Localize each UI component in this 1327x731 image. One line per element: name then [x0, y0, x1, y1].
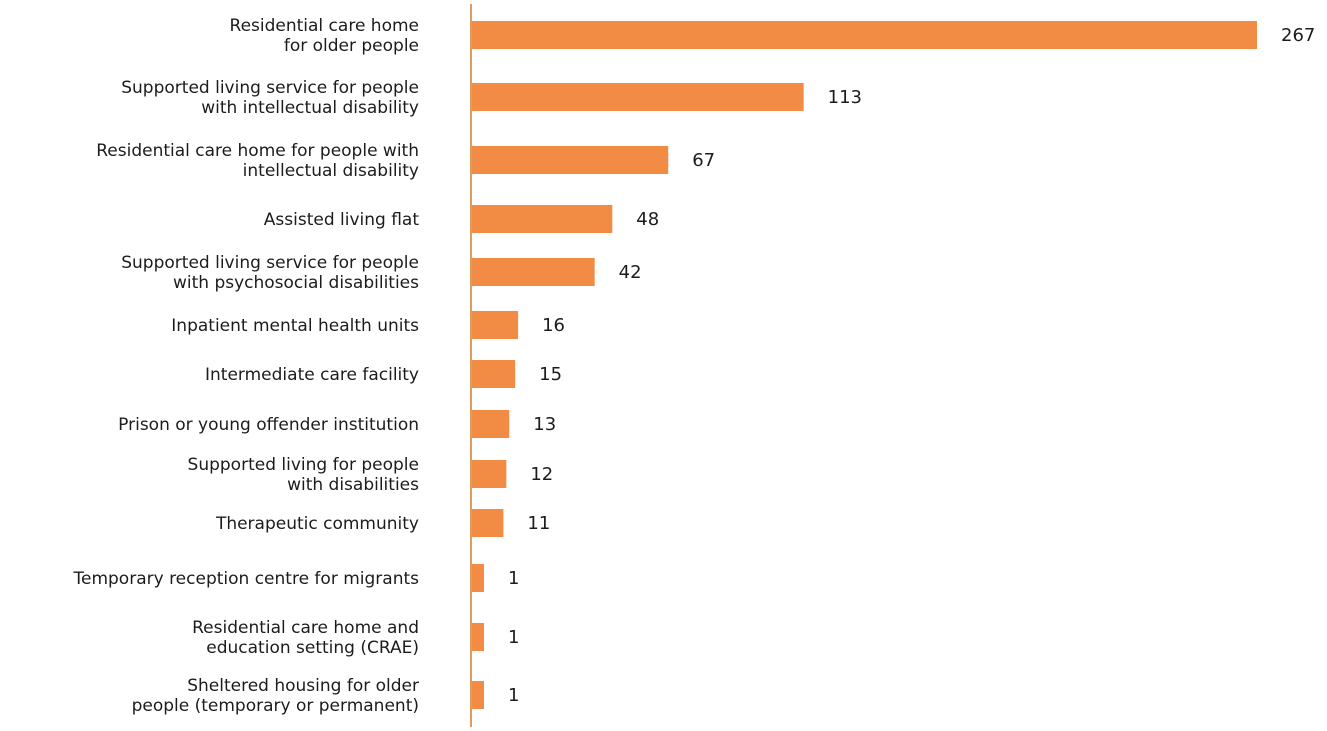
category-label-line: education setting (CRAE) — [206, 638, 419, 658]
category-labels-group: Residential care home for older people Sup… — [73, 16, 420, 716]
value-label-1: 113 — [828, 87, 862, 108]
bar-8 — [471, 460, 507, 488]
category-label-line: intellectual disability — [243, 161, 419, 181]
category-label-line: with disabilities — [287, 475, 419, 495]
value-label-11: 1 — [508, 627, 519, 648]
bar-9 — [471, 509, 504, 537]
category-label-5: Inpatient mental health units — [171, 316, 419, 336]
category-label-1: Supported living service for people with … — [121, 78, 419, 118]
category-label-line: with intellectual disability — [201, 98, 419, 118]
bar-5 — [471, 311, 519, 339]
category-label-0: Residential care home for older people — [230, 16, 419, 56]
category-label-line: Prison or young offender institution — [118, 415, 419, 435]
category-label-3: Assisted living flat — [264, 210, 420, 230]
bar-7 — [471, 410, 510, 438]
category-label-line: with psychosocial disabilities — [173, 273, 419, 293]
value-label-12: 1 — [508, 685, 519, 706]
category-label-line: Sheltered housing for older — [187, 676, 419, 696]
category-label-line: Temporary reception centre for migrants — [73, 569, 420, 589]
category-label-12: Sheltered housing for older people (tempo… — [132, 676, 419, 716]
bars-group — [471, 21, 1257, 709]
bar-6 — [471, 360, 516, 388]
category-label-line: Intermediate care facility — [205, 365, 419, 385]
bar-0 — [471, 21, 1257, 49]
bar-3 — [471, 205, 613, 233]
value-label-7: 13 — [533, 414, 556, 435]
category-label-line: for older people — [284, 36, 419, 56]
category-label-6: Intermediate care facility — [205, 365, 419, 385]
value-label-3: 48 — [636, 209, 659, 230]
bar-10 — [471, 564, 484, 592]
category-label-line: Supported living service for people — [121, 78, 419, 98]
category-label-9: Therapeutic community — [215, 514, 419, 534]
bar-12 — [471, 681, 484, 709]
category-label-line: people (temporary or permanent) — [132, 696, 419, 716]
category-label-10: Temporary reception centre for migrants — [73, 569, 420, 589]
bar-11 — [471, 623, 484, 651]
value-label-5: 16 — [542, 315, 565, 336]
category-label-8: Supported living for people with disabili… — [188, 455, 420, 495]
bar-1 — [471, 83, 804, 111]
category-label-line: Inpatient mental health units — [171, 316, 419, 336]
value-label-9: 11 — [527, 513, 550, 534]
category-label-4: Supported living service for people with … — [121, 253, 419, 293]
category-label-7: Prison or young offender institution — [118, 415, 419, 435]
value-label-4: 42 — [619, 262, 642, 283]
value-label-6: 15 — [539, 364, 562, 385]
category-label-line: Residential care home and — [192, 618, 419, 638]
category-label-2: Residential care home for people with int… — [96, 141, 419, 181]
category-label-line: Assisted living flat — [264, 210, 420, 230]
value-label-10: 1 — [508, 568, 519, 589]
category-label-line: Therapeutic community — [215, 514, 419, 534]
value-label-2: 67 — [692, 150, 715, 171]
category-label-line: Supported living service for people — [121, 253, 419, 273]
bar-2 — [471, 146, 669, 174]
bar-4 — [471, 258, 595, 286]
value-label-0: 267 — [1281, 25, 1315, 46]
value-label-8: 12 — [530, 464, 553, 485]
category-label-line: Residential care home for people with — [96, 141, 419, 161]
category-label-line: Residential care home — [230, 16, 419, 36]
category-label-line: Supported living for people — [188, 455, 419, 475]
category-label-11: Residential care home and education setti… — [192, 618, 419, 658]
